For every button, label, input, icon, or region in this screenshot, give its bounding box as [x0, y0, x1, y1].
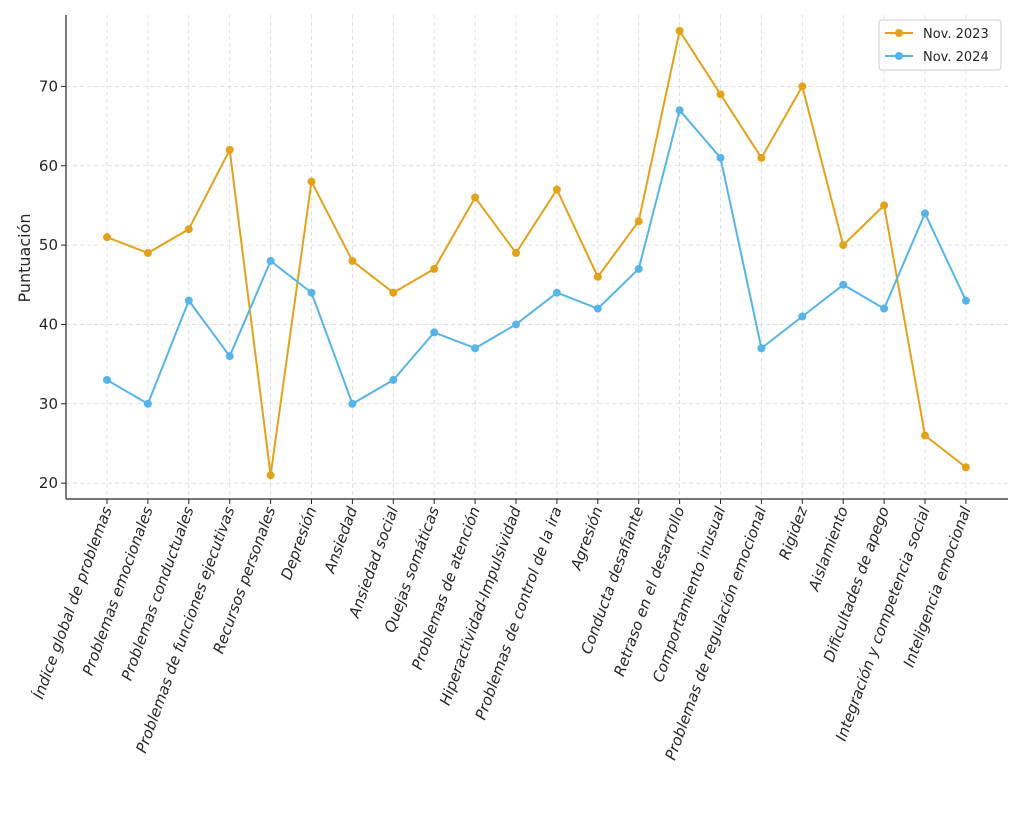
- data-point: [103, 375, 111, 384]
- data-point: [307, 288, 316, 297]
- series-group: [103, 26, 970, 480]
- data-point: [552, 185, 561, 194]
- x-tick-label: Rigidez: [775, 503, 811, 562]
- data-point: [307, 177, 316, 186]
- data-point: [880, 201, 889, 210]
- legend-swatch-marker: [895, 29, 903, 37]
- data-point: [348, 256, 357, 265]
- data-point: [757, 153, 766, 162]
- data-point: [961, 296, 970, 305]
- data-point: [266, 471, 275, 480]
- axes: [61, 15, 1008, 504]
- data-point: [389, 375, 398, 384]
- data-point: [921, 431, 929, 440]
- data-point: [225, 352, 234, 361]
- data-point: [880, 304, 889, 313]
- data-point: [143, 249, 152, 258]
- data-point: [839, 241, 848, 250]
- x-tick-label: Índice global de problemas: [28, 504, 115, 702]
- data-point: [798, 82, 807, 91]
- data-point: [921, 209, 929, 218]
- y-tick-label: 30: [39, 395, 58, 413]
- x-tick-label: Aislamiento: [805, 504, 852, 594]
- y-axis-label: Puntuación: [15, 213, 34, 302]
- data-point: [961, 463, 970, 472]
- data-point: [593, 272, 602, 281]
- legend-label: Nov. 2024: [923, 50, 989, 65]
- data-point: [634, 217, 643, 226]
- data-point: [757, 344, 766, 353]
- data-point: [225, 145, 234, 154]
- data-point: [143, 399, 152, 408]
- data-point: [348, 399, 357, 408]
- data-point: [552, 288, 561, 297]
- legend: Nov. 2023 Nov. 2024: [878, 19, 1002, 71]
- data-point: [839, 280, 848, 289]
- grid: [66, 15, 1008, 499]
- y-tick-label: 40: [39, 315, 58, 333]
- data-point: [593, 304, 602, 313]
- data-point: [430, 328, 439, 337]
- data-point: [184, 225, 193, 234]
- data-point: [634, 264, 643, 273]
- data-point: [471, 193, 480, 202]
- data-point: [184, 296, 193, 305]
- data-point: [512, 320, 520, 329]
- data-point: [798, 312, 807, 321]
- legend-label: Nov. 2023: [923, 27, 989, 42]
- data-point: [675, 26, 684, 35]
- data-point: [430, 264, 439, 273]
- data-point: [512, 249, 520, 258]
- x-tick-label: Depresión: [277, 504, 320, 582]
- data-point: [103, 233, 111, 242]
- data-point: [716, 153, 725, 162]
- data-point: [266, 256, 275, 265]
- series-line-1: [106, 29, 967, 477]
- legend-swatch-marker: [895, 52, 903, 60]
- data-point: [471, 344, 480, 353]
- x-tick-label: Agresión: [567, 504, 607, 573]
- y-tick-label: 70: [39, 77, 58, 95]
- data-point: [389, 288, 398, 297]
- y-tick-label: 60: [39, 157, 58, 175]
- data-point: [716, 90, 725, 99]
- series-line-2: [106, 109, 967, 405]
- y-tick-label: 50: [39, 236, 58, 254]
- data-point: [675, 106, 684, 115]
- y-tick-label: 20: [39, 474, 58, 492]
- x-tick-label: Ansiedad: [320, 504, 361, 577]
